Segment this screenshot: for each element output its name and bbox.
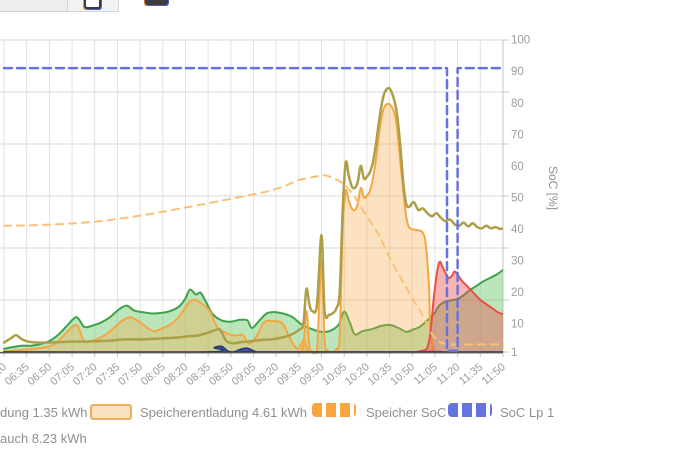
legend-swatch-soc-lp1 [448, 403, 492, 417]
legend-label-hausverbrauch: auch 8.23 kWh [0, 431, 87, 446]
time-tick-label: 06:50 [25, 361, 54, 388]
time-tick-label: 09:35 [275, 361, 304, 388]
time-tick-label: 08:50 [207, 361, 236, 388]
series-pv-leistung-fill [4, 270, 503, 352]
right-axis-title: SoC [%] [546, 166, 560, 210]
series-pv-leistung [3, 269, 503, 350]
time-tick-label: 11:20 [434, 361, 462, 387]
series-bezug [3, 260, 503, 354]
time-tick-label: 10:35 [366, 361, 395, 388]
soc-tick-label: 30 [511, 256, 524, 268]
time-tick-label: 09:05 [230, 361, 259, 388]
time-tick-label: 09:20 [252, 361, 281, 388]
series-speicher-soc [3, 174, 503, 346]
time-tick-label: 10:05 [320, 361, 349, 388]
legend-swatch-speicher-soc [312, 403, 356, 417]
x-axis-labels: 06:2006:3506:5007:0507:2007:3507:5008:05… [0, 361, 508, 388]
legend-swatch-speicherentladung [90, 404, 132, 420]
time-tick-label: 07:50 [116, 361, 145, 388]
time-tick-label: 09:50 [298, 361, 327, 388]
soc-tick-label: 60 [511, 161, 524, 173]
time-tick-label: 10:50 [388, 361, 417, 388]
time-tick-label: 06:35 [3, 361, 32, 388]
series-speicherentladung-fill [300, 103, 503, 354]
dark-icon[interactable] [145, 0, 168, 5]
series-group [2, 66, 503, 354]
soc-tick-label: 100 [511, 35, 530, 47]
series-speicherentladung [299, 102, 503, 354]
time-tick-label: 07:20 [71, 361, 100, 388]
right-axis-labels: 100 90 80 70 60 50 40 30 20 10 1 [511, 35, 530, 359]
time-tick-label: 07:35 [94, 361, 123, 388]
time-tick-label: 11:35 [457, 361, 485, 387]
series-hausverbrauch [2, 86, 503, 345]
time-tick-label: 11:05 [412, 361, 440, 387]
soc-tick-label: 10 [511, 319, 524, 331]
soc-tick-label: 70 [511, 129, 524, 141]
series-soc-lp1 [2, 66, 503, 352]
series-ladeleistung-lp1 [3, 345, 503, 354]
series-speicherladung-fill [4, 299, 322, 353]
soc-tick-label: 90 [511, 66, 524, 78]
time-tick-label: 08:05 [139, 361, 168, 388]
time-tick-label: 10:20 [343, 361, 372, 388]
time-tick-label: 08:20 [162, 361, 191, 388]
toolbar-divider [67, 0, 68, 11]
soc-tick-label: 1 [511, 347, 517, 359]
soc-tick-label: 50 [511, 192, 524, 204]
legend-label-speicherladung: dung 1.35 kWh [0, 405, 88, 420]
soc-tick-label: 80 [511, 98, 524, 110]
legend-label-speicher-soc: Speicher SoC [366, 405, 447, 420]
frame-icon[interactable] [84, 0, 101, 9]
soc-tick-label: 40 [511, 224, 524, 236]
series-speicherladung [3, 298, 323, 354]
series-bezug-fill [4, 261, 503, 353]
legend-label-speicherentladung: Speicherentladung 4.61 kWh [140, 405, 307, 420]
time-tick-label: 08:35 [184, 361, 213, 388]
time-tick-label: 11:50 [480, 361, 508, 387]
soc-tick-label: 20 [511, 287, 524, 299]
legend-label-soc-lp1: SoC Lp 1 [500, 405, 555, 420]
time-tick-label: 07:05 [48, 361, 77, 388]
